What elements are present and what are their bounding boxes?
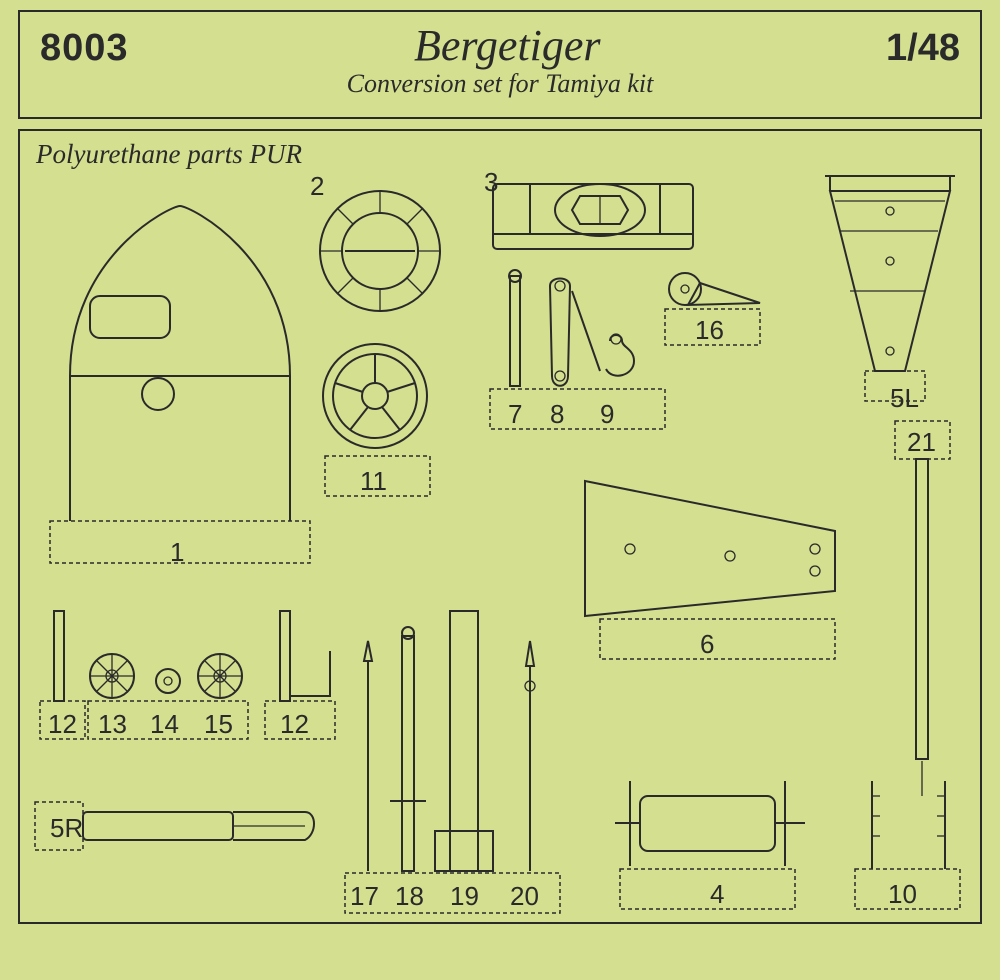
label-3: 3	[484, 167, 498, 198]
label-21: 21	[907, 427, 936, 458]
sku: 8003	[40, 27, 129, 70]
label-15: 15	[204, 709, 233, 740]
label-12a: 12	[48, 709, 77, 740]
label-6: 5R	[50, 813, 83, 844]
label-16: 16	[695, 315, 724, 346]
part-2	[315, 186, 445, 316]
label-11: 11	[360, 466, 387, 497]
part-3	[490, 176, 700, 261]
label-5L: 6	[700, 629, 714, 660]
label-18: 18	[395, 881, 424, 912]
part-12-15-row	[40, 601, 360, 751]
label-4: 4	[710, 879, 724, 910]
parts-frame: Polyurethane parts PUR 1 2	[18, 129, 982, 924]
scale: 1/48	[886, 27, 960, 70]
parts-label: Polyurethane parts PUR	[36, 139, 302, 170]
label-2: 2	[310, 171, 324, 202]
part-5L	[575, 471, 855, 671]
label-12b: 12	[280, 709, 309, 740]
label-20: 20	[510, 881, 539, 912]
label-1: 1	[170, 537, 184, 568]
label-9: 8	[550, 399, 564, 430]
part-17-20	[340, 571, 590, 921]
label-14: 14	[150, 709, 179, 740]
part-21	[890, 421, 970, 801]
subtitle: Conversion set for Tamiya kit	[347, 69, 654, 99]
title: Bergetiger	[414, 20, 601, 71]
label-10: 10	[888, 879, 917, 910]
label-17: 17	[350, 881, 379, 912]
part-1	[50, 196, 310, 566]
label-19: 19	[450, 881, 479, 912]
label-8: 9	[600, 399, 614, 430]
label-5R: 5L	[890, 383, 919, 414]
label-7: 7	[508, 399, 522, 430]
label-13: 13	[98, 709, 127, 740]
header-row: 8003 Bergetiger 1/48	[40, 20, 960, 71]
header-box: 8003 Bergetiger 1/48 Conversion set for …	[18, 10, 982, 119]
